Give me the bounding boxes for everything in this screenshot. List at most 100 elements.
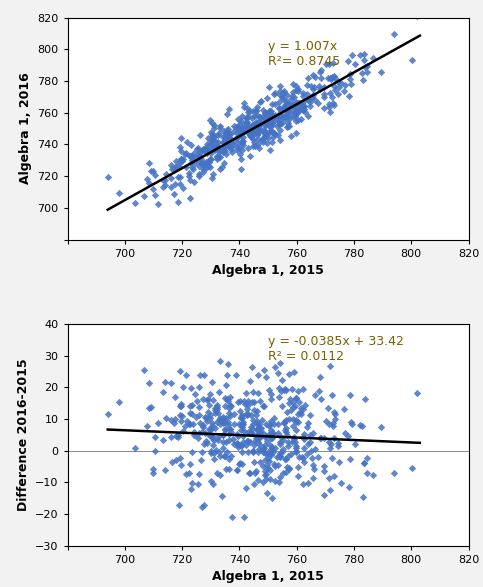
Point <box>287 406 295 415</box>
Point <box>261 456 269 465</box>
Point <box>230 419 238 429</box>
Point <box>172 431 180 441</box>
Point <box>243 436 251 446</box>
Point <box>179 154 186 164</box>
X-axis label: Algebra 1, 2015: Algebra 1, 2015 <box>212 571 324 583</box>
Point <box>260 365 268 375</box>
Point <box>254 419 261 429</box>
Point <box>219 412 227 421</box>
Point <box>195 161 202 170</box>
Point <box>208 424 215 434</box>
Point <box>247 429 255 438</box>
Point <box>162 413 170 423</box>
Point <box>141 191 148 200</box>
Point <box>300 444 308 453</box>
Point <box>201 412 209 421</box>
Point <box>131 198 139 208</box>
Point <box>213 152 221 161</box>
Point <box>192 413 199 422</box>
Point <box>215 387 223 396</box>
Point <box>256 118 263 127</box>
Point <box>230 127 238 136</box>
Point <box>295 462 302 471</box>
Point <box>285 99 293 109</box>
Point <box>243 114 251 123</box>
Point <box>218 163 226 172</box>
Point <box>242 388 250 397</box>
Point <box>172 157 180 166</box>
Point <box>249 125 256 134</box>
Point <box>363 468 370 478</box>
Point <box>145 403 153 413</box>
Point <box>292 103 300 113</box>
Point <box>358 422 366 431</box>
Point <box>284 100 291 109</box>
Point <box>151 190 159 200</box>
Point <box>188 478 196 487</box>
Point <box>246 468 254 477</box>
Point <box>255 127 263 137</box>
Point <box>282 111 290 120</box>
Point <box>270 413 277 423</box>
Point <box>254 423 261 433</box>
Point <box>282 105 290 114</box>
Point <box>216 122 224 131</box>
Point <box>239 112 246 121</box>
Point <box>179 382 186 392</box>
Point <box>294 386 301 396</box>
Point <box>263 93 270 102</box>
Point <box>284 407 291 416</box>
Point <box>195 151 203 160</box>
Point <box>326 103 333 112</box>
Point <box>351 439 359 448</box>
Point <box>203 149 211 158</box>
Point <box>242 123 249 132</box>
Point <box>299 384 307 394</box>
Point <box>237 412 245 421</box>
Point <box>251 458 258 467</box>
Point <box>264 463 272 473</box>
Point <box>259 137 267 147</box>
Point <box>285 112 293 121</box>
Point <box>320 90 327 99</box>
Point <box>330 71 338 80</box>
Point <box>211 408 218 417</box>
Point <box>223 414 230 423</box>
Point <box>224 420 232 430</box>
Point <box>292 447 300 456</box>
Point <box>285 399 293 408</box>
Point <box>224 394 231 404</box>
Y-axis label: Algebra 1, 2016: Algebra 1, 2016 <box>19 73 32 184</box>
Point <box>288 92 296 101</box>
Point <box>205 156 213 166</box>
Point <box>267 425 274 434</box>
Point <box>186 460 194 469</box>
Point <box>309 453 316 463</box>
Point <box>183 417 190 426</box>
Point <box>204 394 212 404</box>
Point <box>188 162 196 171</box>
Point <box>204 133 212 143</box>
Point <box>237 426 244 435</box>
Point <box>309 92 316 102</box>
Point <box>250 440 258 450</box>
Point <box>303 449 311 458</box>
Point <box>268 109 275 119</box>
Point <box>238 139 245 148</box>
Point <box>289 414 297 424</box>
Point <box>227 451 235 460</box>
Point <box>256 440 264 450</box>
Text: y = 1.007x
R²= 0.8745: y = 1.007x R²= 0.8745 <box>268 40 341 68</box>
Point <box>223 126 230 135</box>
Point <box>210 120 218 130</box>
Point <box>211 141 219 151</box>
Point <box>162 170 170 179</box>
Point <box>269 120 276 129</box>
Point <box>325 99 332 109</box>
Point <box>211 405 219 414</box>
Point <box>198 146 205 156</box>
Point <box>287 131 295 140</box>
Point <box>345 483 353 492</box>
Point <box>216 413 224 423</box>
Point <box>377 67 384 76</box>
